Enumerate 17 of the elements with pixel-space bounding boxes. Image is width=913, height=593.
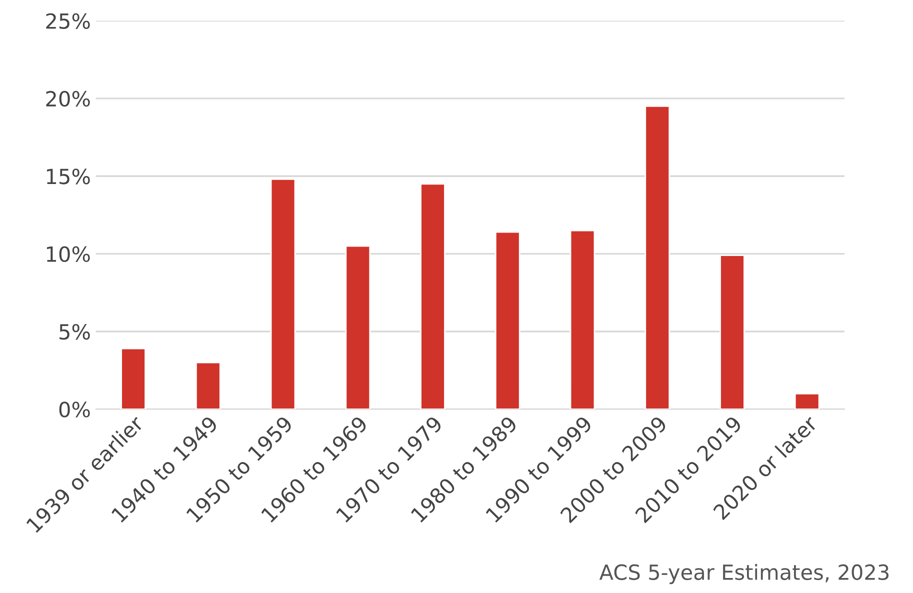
bar [420, 183, 446, 410]
bar [720, 254, 745, 410]
bar [494, 231, 520, 410]
bar [195, 362, 221, 410]
y-tick-label: 15% [46, 168, 90, 184]
y-tick-label: 25% [46, 13, 90, 29]
y-tick-label: 0% [59, 402, 90, 418]
bar [270, 178, 296, 410]
bar [345, 245, 371, 410]
y-tick-label: 10% [46, 246, 90, 262]
text: ACS 5-year Estimates, 2023 [599, 564, 889, 584]
y-tick-label: 20% [46, 90, 90, 107]
bar [644, 106, 670, 410]
bar [120, 348, 146, 410]
bar [570, 230, 596, 410]
bar [794, 392, 820, 410]
y-tick-label: 5% [60, 324, 90, 340]
